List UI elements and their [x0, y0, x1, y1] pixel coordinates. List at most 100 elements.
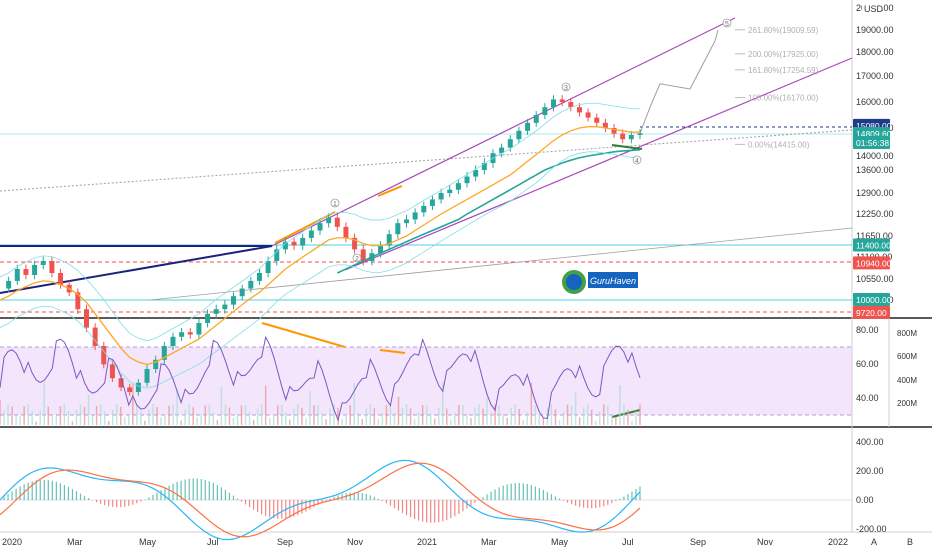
time-axis-label: Sep [277, 537, 293, 547]
macd-line [0, 459, 641, 541]
price-tick-label: 10550.00 [856, 274, 894, 284]
candle-body [49, 261, 55, 273]
candle-body [40, 261, 46, 265]
candle-body [127, 387, 133, 392]
candle-body [594, 117, 600, 123]
candle-body [438, 193, 444, 200]
candle-body [499, 147, 505, 154]
time-axis-label: Jul [207, 537, 219, 547]
time-axis-label: Mar [67, 537, 83, 547]
candle-body [412, 212, 418, 220]
projection-path [639, 29, 719, 134]
time-axis-label: 2022 [828, 537, 848, 547]
candle-body [205, 313, 211, 323]
candle-body [75, 292, 81, 310]
candle-body [265, 261, 271, 273]
time-axis-label: May [139, 537, 157, 547]
candle-body [58, 273, 64, 285]
candle-body [403, 219, 409, 224]
wave-marker [561, 82, 571, 92]
candle-body [300, 237, 306, 246]
currency-label: USD [864, 4, 884, 14]
candle-body [447, 189, 453, 193]
time-axis-label: Nov [757, 537, 774, 547]
channel-lower [344, 57, 853, 271]
footer-button-label: A [871, 537, 877, 547]
candle-body [274, 249, 280, 261]
candle-body [153, 359, 159, 369]
price-tick-label: 18000.00 [856, 47, 894, 57]
candle-body [628, 135, 634, 140]
candle-body [533, 115, 539, 123]
candle-body [118, 378, 124, 388]
price-tick-label: 17000.00 [856, 71, 894, 81]
price-label-text: 14809.60 [856, 129, 892, 139]
candle-body [507, 139, 513, 148]
price-label-box [853, 256, 890, 270]
candle-body [585, 112, 591, 118]
wave-label: 4 [635, 158, 639, 165]
candle-body [144, 369, 150, 383]
candle-body [83, 309, 89, 328]
macd-tick-label: -200.00 [856, 524, 887, 534]
price-label-box [853, 293, 890, 306]
candle-body [213, 309, 219, 314]
candle-body [352, 237, 358, 250]
divergence-green-price [611, 144, 643, 150]
candle-body [576, 107, 582, 113]
time-axis-label: 2021 [417, 537, 437, 547]
candle-body [602, 122, 608, 128]
price-tick-label: 12250.00 [856, 209, 894, 219]
rsi-line [0, 335, 641, 422]
volume-tick-label: 600M [897, 352, 917, 361]
candle-body [14, 269, 20, 281]
candle-body [334, 217, 340, 227]
candle-body [317, 223, 323, 231]
candle-body [421, 205, 427, 213]
candle-body [6, 280, 12, 289]
annotation-orange-4 [379, 349, 406, 354]
price-label-text: 01:56:38 [856, 138, 889, 148]
price-label-text: 11400.00 [856, 241, 891, 251]
text-layer: 20000.0019000.0018000.0017000.0016000.00… [2, 2, 917, 547]
candle-body [429, 199, 435, 206]
candle-body [179, 332, 185, 337]
candle-body [109, 364, 115, 379]
candle-body [516, 130, 522, 140]
candle-body [23, 269, 29, 275]
time-axis-label: May [551, 537, 569, 547]
rsi-band-fill [0, 347, 852, 415]
wave-label: 2 [355, 256, 359, 263]
candle-body [378, 245, 384, 254]
candle-body [473, 170, 479, 177]
footer-button-label: B [907, 537, 913, 547]
fib-level-label: 100.00%(16170.00) [748, 94, 819, 103]
time-axis-label: 2020 [2, 537, 22, 547]
trendline-navy-2 [0, 245, 273, 294]
price-label-text: 15080.00 [856, 121, 892, 131]
price-label-text: 10940.00 [856, 258, 892, 268]
fib-level-label: 0.00%(14415.00) [748, 140, 810, 149]
ema-line [0, 126, 640, 366]
price-label-box [853, 136, 890, 149]
candle-body [551, 99, 557, 108]
ma200-line [336, 149, 641, 274]
candle-body [222, 304, 228, 310]
candle-body [464, 176, 470, 184]
candle-body [256, 273, 262, 281]
price-label-box [853, 305, 890, 319]
macd-tick-label: 0.00 [856, 495, 874, 505]
divergence-green-rsi [611, 409, 641, 418]
price-label-text: 10000.00 [856, 295, 892, 305]
candle-body [568, 102, 574, 108]
candle-body [611, 128, 617, 134]
price-label-text: 9720.00 [856, 308, 887, 318]
candle-body [32, 265, 38, 275]
macd-tick-label: 200.00 [856, 466, 884, 476]
candle-body [637, 133, 643, 135]
channel-upper [271, 17, 736, 247]
wave-marker [722, 18, 732, 28]
candle-body [231, 296, 237, 305]
price-tick-label: 16000.00 [856, 97, 894, 107]
